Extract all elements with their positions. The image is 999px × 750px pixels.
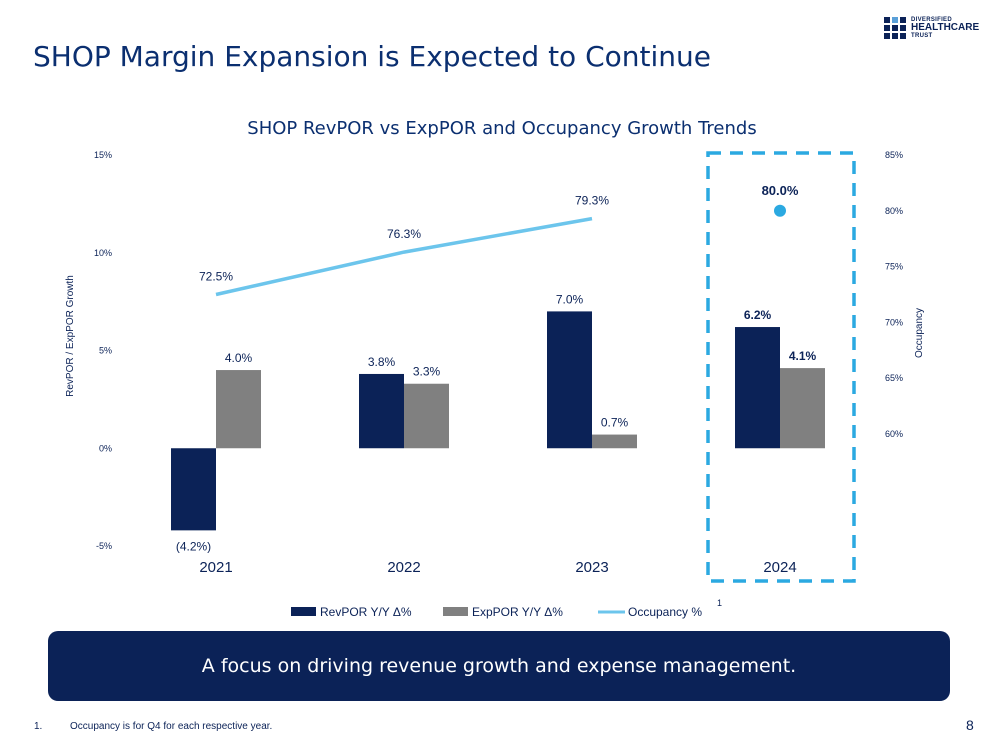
occupancy-line	[215, 216, 593, 297]
y2-tick-label: 65%	[885, 373, 903, 383]
legend-occupancy-label: Occupancy %	[628, 605, 702, 619]
footnote-text: Occupancy is for Q4 for each respective …	[70, 721, 273, 732]
footnote: 1. Occupancy is for Q4 for each respectiv…	[34, 721, 272, 732]
revpor-data-label: 7.0%	[556, 292, 584, 306]
logo-line3: TRUST	[911, 33, 933, 39]
y-tick-label: 0%	[99, 443, 112, 453]
revpor-data-label: (4.2%)	[176, 539, 211, 553]
company-logo: DIVERSIFIED HEALTHCARE TRUST	[884, 17, 979, 39]
exppor-bar	[216, 370, 261, 449]
revpor-bar	[171, 448, 216, 531]
exppor-data-label: 0.7%	[601, 416, 629, 430]
occupancy-data-label: 72.5%	[199, 270, 233, 284]
callout-text: A focus on driving revenue growth and ex…	[201, 655, 797, 677]
y2-tick-label: 85%	[885, 150, 903, 160]
y2-tick-label: 60%	[885, 429, 903, 439]
legend-revpor-label: RevPOR Y/Y Δ%	[320, 605, 412, 619]
y2-tick-label: 75%	[885, 262, 903, 272]
occupancy-point	[774, 204, 786, 217]
y-tick-label: 10%	[94, 248, 112, 258]
revpor-bar	[735, 327, 780, 449]
logo-line2: HEALTHCARE	[911, 22, 980, 33]
page-number: 8	[966, 717, 974, 733]
exppor-data-label: 4.1%	[789, 349, 817, 363]
y-tick-label: 15%	[94, 150, 112, 160]
occupancy-data-label: 79.3%	[575, 194, 609, 208]
growth-chart: SHOP RevPOR vs ExpPOR and Occupancy Grow…	[65, 118, 925, 619]
y2-axis-title: Occupancy	[914, 308, 925, 358]
occupancy-data-label: 76.3%	[387, 227, 421, 241]
x-tick-label: 2024	[763, 559, 796, 576]
occupancy-data-label: 80.0%	[762, 183, 799, 198]
y2-tick-label: 80%	[885, 206, 903, 216]
y-tick-label: 5%	[99, 346, 112, 356]
legend-revpor-swatch	[291, 607, 316, 616]
revpor-data-label: 6.2%	[744, 308, 772, 322]
revpor-bar	[359, 373, 404, 449]
page-title: SHOP Margin Expansion is Expected to Con…	[33, 40, 711, 73]
exppor-data-label: 4.0%	[225, 351, 253, 365]
legend-footnote-marker: 1	[717, 598, 722, 608]
y2-tick-label: 70%	[885, 317, 903, 327]
exppor-data-label: 3.3%	[413, 365, 441, 379]
legend-exppor-label: ExpPOR Y/Y Δ%	[472, 605, 563, 619]
y-axis-title: RevPOR / ExpPOR Growth	[65, 275, 76, 397]
x-tick-label: 2022	[387, 559, 420, 576]
exppor-bar	[592, 434, 637, 449]
logo-line1: DIVERSIFIED	[911, 17, 952, 23]
y-tick-label: -5%	[96, 541, 112, 551]
x-tick-label: 2021	[199, 559, 232, 576]
highlight-box	[706, 151, 856, 583]
callout-banner: A focus on driving revenue growth and ex…	[48, 631, 950, 701]
logo-grid-icon	[884, 17, 906, 39]
footnote-number: 1.	[34, 721, 43, 732]
revpor-bar	[547, 311, 592, 449]
legend-exppor-swatch	[443, 607, 468, 616]
x-tick-label: 2023	[575, 559, 608, 576]
revpor-data-label: 3.8%	[368, 355, 396, 369]
exppor-bar	[404, 383, 449, 449]
chart-title: SHOP RevPOR vs ExpPOR and Occupancy Grow…	[247, 118, 756, 139]
exppor-bar	[780, 368, 825, 449]
